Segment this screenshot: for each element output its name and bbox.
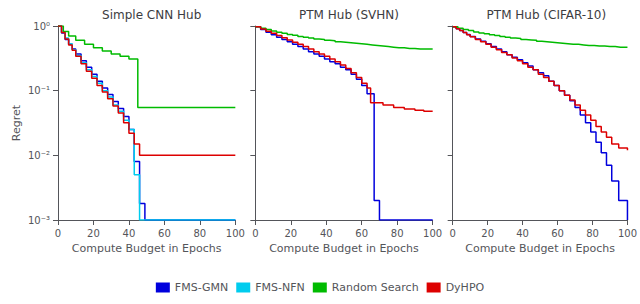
svg-text:PTM Hub (SVHN): PTM Hub (SVHN) (299, 8, 399, 22)
svg-text:0: 0 (252, 228, 258, 239)
svg-text:80: 80 (586, 228, 599, 239)
svg-text:10⁰: 10⁰ (33, 21, 50, 32)
svg-text:Compute Budget in Epochs: Compute Budget in Epochs (465, 242, 615, 255)
svg-text:20: 20 (284, 228, 297, 239)
svg-text:0: 0 (449, 228, 455, 239)
svg-text:100: 100 (226, 228, 245, 239)
svg-text:10⁻³: 10⁻³ (28, 215, 50, 226)
svg-text:20: 20 (481, 228, 494, 239)
svg-text:80: 80 (391, 228, 404, 239)
svg-text:Compute Budget in Epochs: Compute Budget in Epochs (269, 242, 419, 255)
svg-text:PTM Hub (CIFAR-10): PTM Hub (CIFAR-10) (487, 8, 607, 22)
svg-text:Compute Budget in Epochs: Compute Budget in Epochs (72, 242, 222, 255)
svg-text:20: 20 (87, 228, 100, 239)
svg-text:DyHPO: DyHPO (446, 281, 485, 294)
svg-text:FMS-NFN: FMS-NFN (255, 281, 305, 294)
svg-text:80: 80 (193, 228, 206, 239)
svg-text:40: 40 (516, 228, 529, 239)
svg-text:100: 100 (618, 228, 637, 239)
svg-text:60: 60 (355, 228, 368, 239)
svg-text:60: 60 (551, 228, 564, 239)
svg-text:10⁻²: 10⁻² (28, 150, 50, 161)
svg-text:FMS-GMN: FMS-GMN (175, 281, 228, 294)
svg-text:Simple CNN Hub: Simple CNN Hub (102, 8, 201, 22)
svg-text:Regret: Regret (10, 104, 23, 141)
svg-text:100: 100 (423, 228, 442, 239)
svg-text:10⁻¹: 10⁻¹ (28, 85, 50, 96)
svg-text:60: 60 (158, 228, 171, 239)
svg-text:0: 0 (55, 228, 61, 239)
svg-text:Random Search: Random Search (332, 281, 419, 294)
svg-text:40: 40 (123, 228, 136, 239)
svg-text:40: 40 (320, 228, 333, 239)
